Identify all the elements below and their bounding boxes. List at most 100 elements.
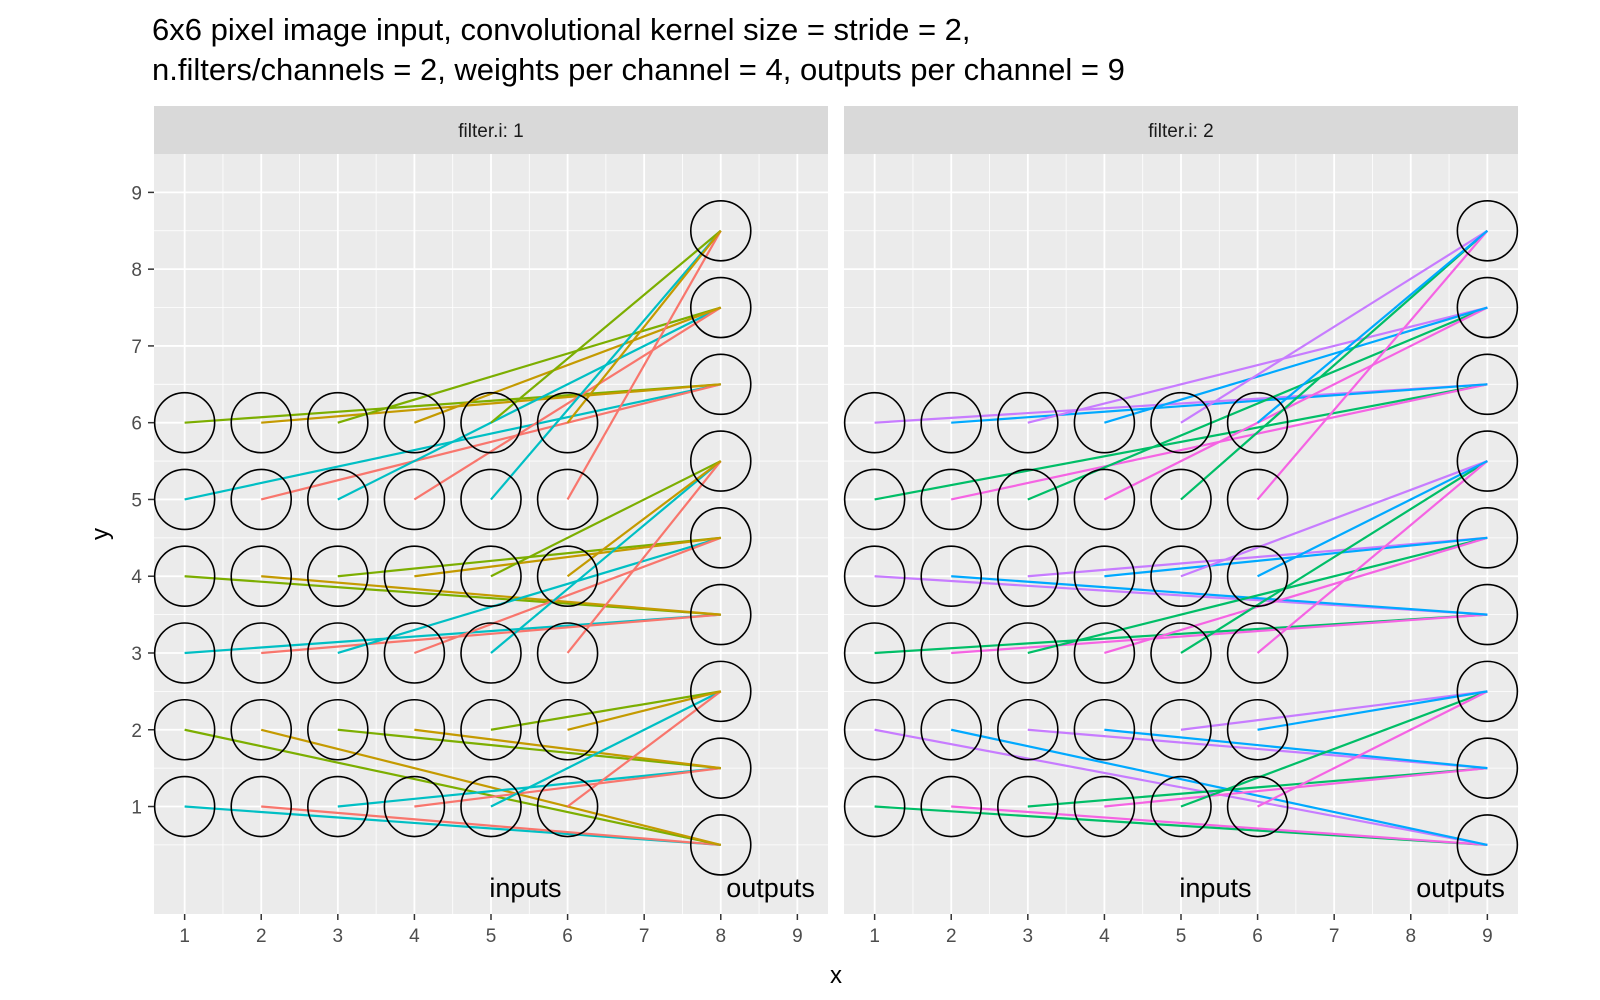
input-node	[307, 545, 369, 608]
weight-connection	[1027, 306, 1488, 501]
input-node	[307, 698, 369, 761]
weight-connection	[566, 230, 722, 424]
output-node	[689, 814, 752, 876]
x-tick-label: 6	[1252, 926, 1263, 947]
chart-title: 6x6 pixel image input, convolutional ker…	[152, 10, 1125, 90]
weight-connection	[490, 229, 722, 424]
output-node	[1456, 583, 1519, 646]
x-tick-label: 6	[562, 926, 573, 947]
x-tick-label: 8	[1405, 926, 1416, 947]
output-node	[689, 737, 752, 799]
input-node	[1150, 775, 1212, 838]
input-node	[1073, 622, 1136, 684]
weight-connection	[951, 805, 1488, 847]
input-node	[843, 622, 906, 684]
title-line-1: 6x6 pixel image input, convolutional ker…	[152, 12, 971, 47]
output-node	[1456, 276, 1519, 339]
y-tick-label: 8	[131, 260, 142, 281]
input-node	[1073, 468, 1136, 531]
weight-connection	[1180, 690, 1488, 731]
y-tick-label: 5	[131, 490, 142, 511]
x-tick-label: 4	[409, 926, 420, 947]
input-node	[383, 775, 446, 838]
outputs-label: outputs	[726, 873, 815, 903]
weight-connection	[261, 613, 721, 655]
input-node	[383, 698, 446, 761]
input-node	[920, 391, 983, 454]
weight-connection	[1180, 229, 1489, 501]
weight-connection	[337, 536, 722, 655]
output-node	[689, 276, 752, 339]
y-axis-label: y	[87, 528, 114, 540]
input-node	[460, 698, 522, 761]
y-tick-label: 1	[131, 798, 142, 819]
weight-connection	[414, 536, 721, 578]
x-tick-label: 9	[792, 926, 803, 947]
weight-connection	[184, 728, 722, 846]
weight-connection	[261, 575, 721, 616]
weight-connection	[490, 460, 722, 654]
input-node	[1073, 545, 1136, 608]
weight-connection	[414, 728, 721, 770]
y-tick-label: 3	[131, 644, 142, 665]
input-node	[1150, 698, 1212, 761]
input-node	[920, 622, 983, 684]
input-node	[307, 391, 369, 454]
facet-strip-label: filter.i: 1	[458, 121, 523, 142]
x-tick-label: 7	[639, 926, 650, 947]
input-node	[1073, 775, 1136, 838]
input-node	[1150, 622, 1212, 684]
weight-connection	[951, 575, 1488, 616]
weight-connection	[1104, 306, 1488, 424]
x-tick-label: 3	[333, 926, 344, 947]
x-tick-label: 5	[486, 926, 497, 947]
outputs-label: outputs	[1416, 873, 1505, 903]
weight-connection	[950, 728, 1488, 846]
weight-connection	[1180, 690, 1488, 808]
weight-connection	[1180, 460, 1488, 654]
y-tick-label: 4	[131, 567, 142, 588]
output-node	[1456, 814, 1519, 876]
weight-connection	[490, 230, 722, 501]
weight-connection	[1257, 690, 1488, 731]
input-node	[460, 545, 522, 608]
input-node	[460, 622, 522, 684]
inputs-label: inputs	[489, 873, 561, 903]
x-tick-label: 8	[715, 926, 726, 947]
input-node	[843, 698, 906, 761]
input-node	[920, 468, 983, 531]
input-node	[1150, 545, 1212, 608]
y-tick-label: 6	[131, 414, 142, 435]
y-tick-label: 7	[131, 337, 142, 358]
input-node	[230, 545, 293, 608]
x-tick-label: 4	[1099, 926, 1110, 947]
weight-connection	[567, 690, 722, 731]
input-node	[997, 391, 1059, 454]
input-node	[460, 468, 522, 531]
output-node	[1456, 430, 1519, 492]
x-tick-label: 3	[1023, 926, 1034, 947]
input-node	[153, 391, 216, 454]
weight-connection	[1027, 536, 1488, 578]
input-node	[460, 391, 522, 454]
input-node	[1226, 775, 1289, 838]
output-node	[689, 353, 752, 416]
weight-connection	[261, 805, 721, 847]
weight-connection	[1180, 460, 1488, 578]
input-node	[1226, 391, 1289, 454]
facet-strip	[154, 106, 828, 154]
input-node	[1226, 698, 1289, 761]
weight-connection	[1027, 306, 1488, 424]
input-node	[383, 468, 446, 531]
x-tick-label: 2	[256, 926, 267, 947]
weight-connection	[1256, 460, 1489, 654]
input-node	[843, 391, 906, 454]
input-node	[153, 468, 216, 531]
weight-connection	[414, 306, 722, 424]
weight-connection	[566, 690, 722, 808]
input-node	[1226, 545, 1289, 608]
input-node	[1226, 622, 1289, 684]
facet-strip	[844, 106, 1518, 154]
input-node	[1073, 391, 1136, 454]
